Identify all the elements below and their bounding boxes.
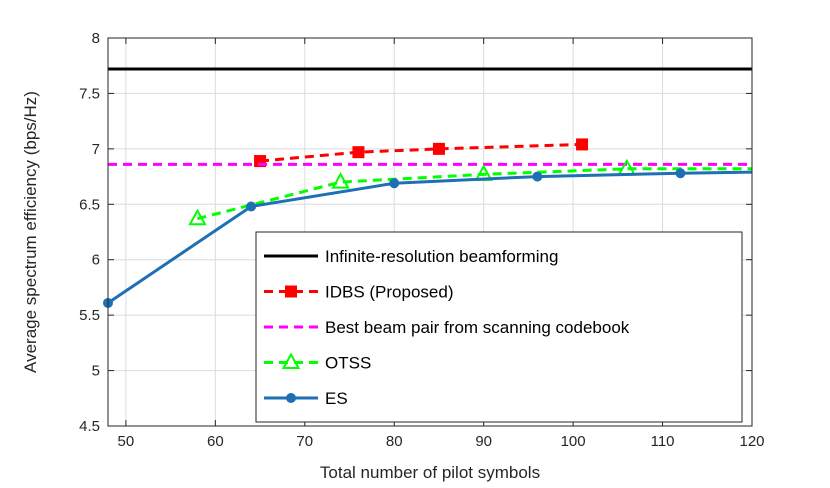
legend-label: OTSS — [325, 354, 371, 373]
x-axis-title: Total number of pilot symbols — [320, 463, 540, 482]
data-point — [389, 178, 400, 189]
series-line — [107, 170, 753, 305]
x-tick-label: 70 — [296, 433, 313, 450]
y-tick-label: 4.5 — [79, 418, 100, 435]
y-tick-label: 5 — [92, 363, 100, 380]
data-point — [432, 142, 445, 155]
legend-label: ES — [325, 389, 348, 408]
series-4 — [103, 168, 753, 308]
series-line — [259, 142, 583, 163]
legend-marker — [285, 285, 297, 298]
data-point — [532, 171, 543, 182]
series-3 — [188, 158, 752, 226]
data-point — [246, 201, 257, 212]
y-tick-label: 7.5 — [79, 85, 100, 102]
y-tick-label: 7 — [92, 141, 100, 158]
data-point — [576, 138, 589, 151]
x-tick-label: 120 — [739, 433, 764, 450]
data-point — [675, 168, 686, 179]
legend-label: Best beam pair from scanning codebook — [325, 318, 630, 337]
data-point — [188, 208, 207, 226]
data-point — [254, 155, 267, 168]
y-tick-label: 8 — [92, 30, 100, 47]
x-tick-label: 110 — [651, 433, 675, 450]
y-axis-title: Average spectrum efficiency (bps/Hz) — [21, 91, 40, 373]
y-tick-label: 5.5 — [79, 307, 100, 324]
series-line — [197, 167, 752, 221]
x-tick-label: 50 — [118, 433, 135, 450]
x-tick-label: 100 — [561, 433, 586, 450]
legend-box — [255, 231, 743, 423]
x-tick-label: 60 — [207, 433, 224, 450]
x-tick-label: 90 — [475, 433, 492, 450]
y-tick-label: 6 — [92, 252, 100, 269]
legend-marker — [281, 352, 301, 369]
legend: Infinite-resolution beamforming IDBS (Pro… — [255, 231, 743, 423]
data-point — [331, 172, 350, 189]
x-tick-label: 80 — [386, 433, 403, 450]
series-1 — [254, 138, 589, 168]
plot-frame — [107, 37, 753, 427]
data-point — [352, 146, 365, 159]
legend-marker — [286, 393, 296, 403]
y-tick-label: 6.5 — [79, 196, 100, 213]
ticks: 50 60 70 80 90 100 110 120 4.5 5 5.5 6 6.5 7 7.5 8 — [79, 30, 764, 450]
series-layer — [103, 67, 753, 308]
legend-label: IDBS (Proposed) — [325, 283, 454, 302]
legend-label: Infinite-resolution beamforming — [325, 247, 558, 266]
